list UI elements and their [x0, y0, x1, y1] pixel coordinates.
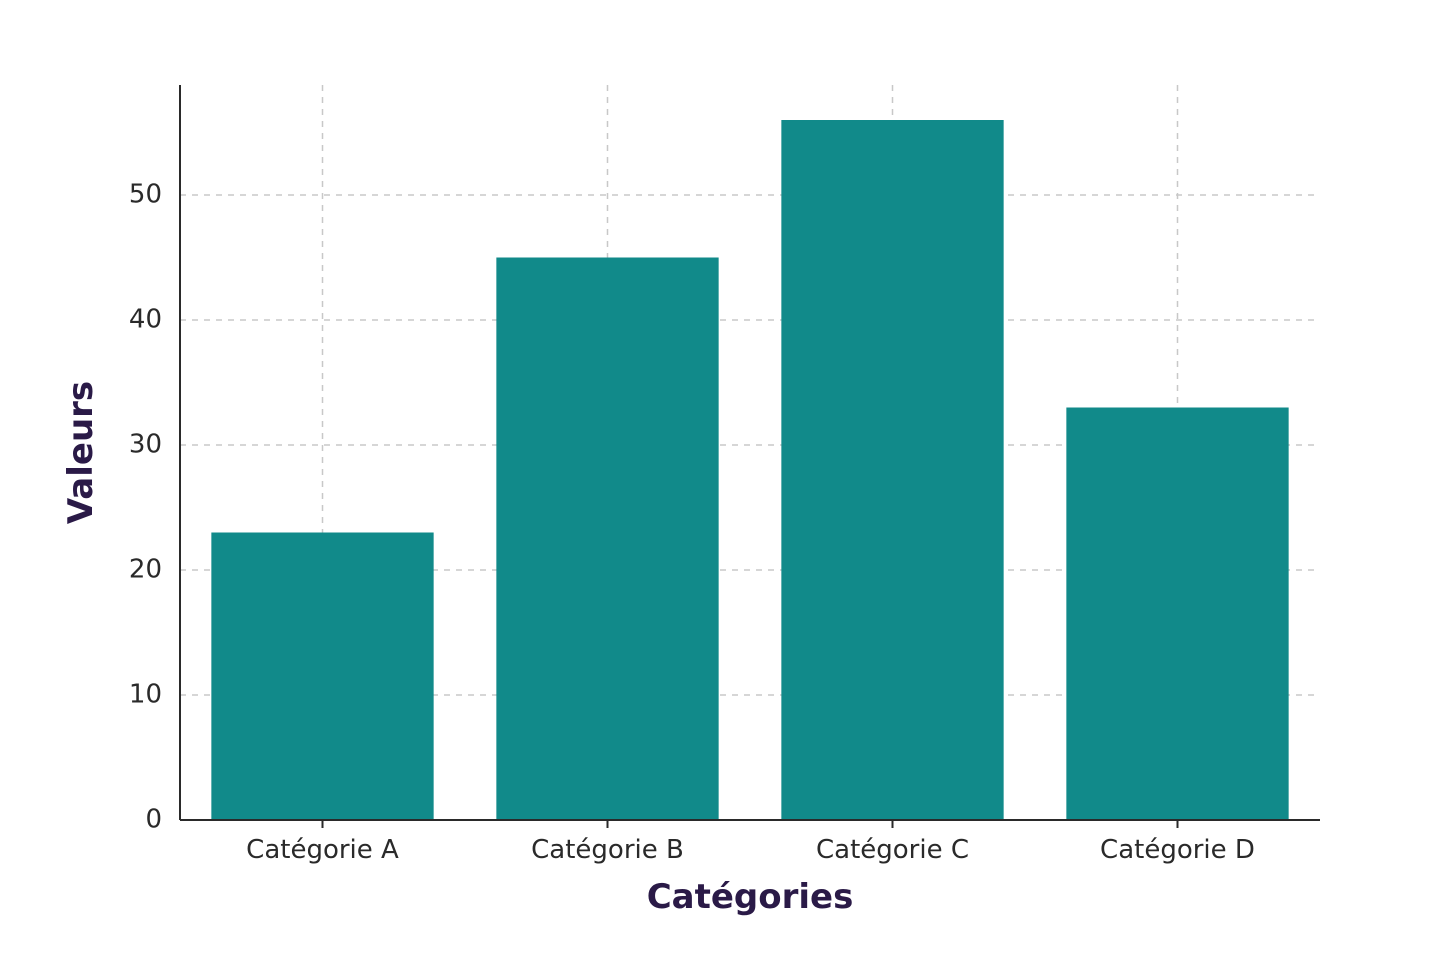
y-tick-label: 20	[129, 555, 162, 585]
y-tick-label: 10	[129, 680, 162, 710]
x-axis-label: Catégories	[647, 877, 854, 917]
y-tick-label: 40	[129, 305, 162, 335]
bar	[496, 258, 718, 821]
y-tick-label: 30	[129, 430, 162, 460]
x-tick-label: Catégorie C	[816, 835, 969, 865]
y-tick-label: 0	[145, 805, 162, 835]
bar	[781, 120, 1003, 820]
x-tick-label: Catégorie B	[531, 835, 684, 865]
x-tick-label: Catégorie D	[1100, 835, 1255, 865]
y-axis-label: Valeurs	[61, 381, 101, 524]
bar-chart: 0 10 20 30 40 50 Catégorie A Catégorie B Catégor…	[0, 0, 1448, 980]
x-tick-label: Catégorie A	[246, 835, 399, 865]
bar	[211, 533, 433, 821]
y-tick-label: 50	[129, 180, 162, 210]
chart-svg: 0 10 20 30 40 50 Catégorie A Catégorie B Catégor…	[0, 0, 1448, 980]
bar	[1066, 408, 1288, 821]
